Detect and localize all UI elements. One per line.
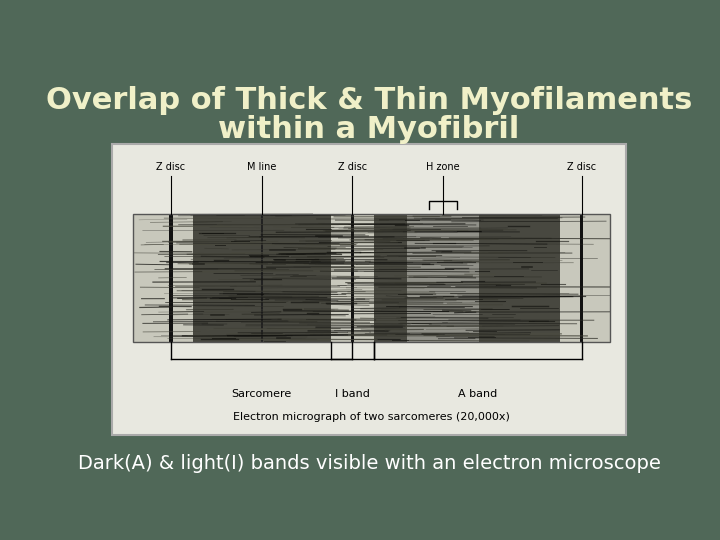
Bar (351, 214, 354, 342)
Bar (133, 214, 611, 342)
Text: Electron micrograph of two sarcomeres (20,000x): Electron micrograph of two sarcomeres (2… (233, 413, 510, 422)
Bar (169, 214, 173, 342)
Bar (133, 214, 611, 342)
Text: Overlap of Thick & Thin Myofilaments: Overlap of Thick & Thin Myofilaments (46, 86, 692, 114)
Text: H zone: H zone (426, 162, 460, 172)
Text: Dark(A) & light(I) bands visible with an electron microscope: Dark(A) & light(I) bands visible with an… (78, 455, 660, 474)
Bar (112, 144, 626, 435)
Text: A band: A band (458, 389, 498, 399)
Bar (374, 214, 560, 342)
Text: within a Myofibril: within a Myofibril (218, 114, 520, 144)
Bar (408, 214, 479, 342)
Bar (261, 214, 263, 342)
Text: I band: I band (335, 389, 370, 399)
Text: Z disc: Z disc (156, 162, 186, 172)
Bar (580, 214, 583, 342)
Text: Z disc: Z disc (567, 162, 596, 172)
Text: M line: M line (247, 162, 276, 172)
Text: Sarcomere: Sarcomere (232, 389, 292, 399)
Text: Z disc: Z disc (338, 162, 367, 172)
Bar (192, 214, 331, 342)
